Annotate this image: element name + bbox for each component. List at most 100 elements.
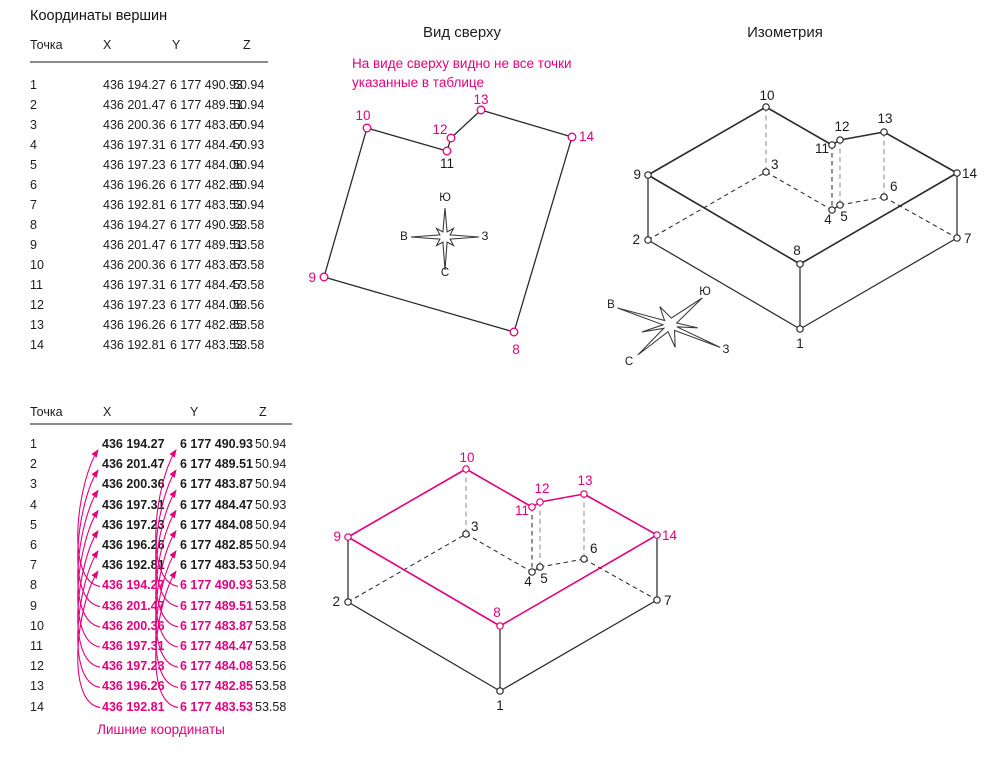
cell-y: 6 177 484.08 bbox=[180, 659, 253, 674]
cell-x: 436 197.31 bbox=[103, 138, 166, 152]
column-header: Z bbox=[243, 38, 251, 52]
vertex-marker bbox=[580, 490, 588, 498]
vertex-label: 2 bbox=[632, 232, 640, 247]
note-line-1: На виде сверху видно не все точки bbox=[352, 56, 572, 71]
cell-z: 50.94 bbox=[255, 558, 287, 573]
cell-x: 436 201.47 bbox=[102, 598, 165, 613]
cell-y: 6 177 484.47 bbox=[180, 639, 253, 653]
vertex-marker bbox=[476, 105, 486, 115]
cell-z: 53.58 bbox=[233, 318, 265, 332]
header-rule bbox=[30, 423, 292, 425]
cell-y: 6 177 483.87 bbox=[180, 477, 253, 492]
cell-point: 10 bbox=[30, 618, 44, 633]
cell-z: 53.58 bbox=[233, 338, 265, 352]
compass-rose bbox=[617, 297, 721, 356]
boundary-edge bbox=[480, 109, 573, 138]
cell-point: 14 bbox=[30, 699, 44, 714]
cell-x: 436 197.23 bbox=[102, 517, 165, 532]
cell-x: 436 200.36 bbox=[102, 477, 165, 492]
cell-x: 436 197.31 bbox=[103, 278, 166, 292]
cell-x: 436 196.26 bbox=[103, 178, 166, 192]
vertex-label: 9 bbox=[333, 529, 341, 544]
cell-point: 9 bbox=[30, 238, 37, 252]
vertex-label: 11 bbox=[815, 141, 829, 156]
vertex-label: 13 bbox=[577, 473, 592, 488]
cell-x: 436 196.26 bbox=[103, 318, 166, 332]
compass-direction-label: Ю bbox=[699, 286, 711, 298]
vertex-marker bbox=[828, 141, 836, 149]
cell-z: 50.94 bbox=[233, 78, 265, 92]
edge bbox=[347, 533, 467, 603]
compass-direction-label: З bbox=[482, 231, 489, 243]
vertex-label: 8 bbox=[493, 605, 501, 620]
note-line-2: указанные в таблице bbox=[352, 75, 484, 90]
cell-z: 50.94 bbox=[233, 178, 265, 192]
cell-point: 2 bbox=[30, 457, 37, 472]
vertex-label: 3 bbox=[771, 157, 779, 172]
cell-point: 6 bbox=[30, 178, 37, 192]
vertex-label: 14 bbox=[662, 528, 678, 543]
edge bbox=[765, 171, 833, 211]
vertex-marker bbox=[528, 568, 536, 576]
vertex-marker bbox=[536, 563, 544, 571]
edge bbox=[883, 196, 958, 239]
cell-point: 7 bbox=[30, 558, 37, 573]
cell-point: 4 bbox=[30, 138, 37, 152]
edge bbox=[647, 171, 767, 241]
compass-direction-label: С bbox=[441, 267, 449, 279]
cell-point: 14 bbox=[30, 338, 44, 352]
cell-y: 6 177 490.93 bbox=[170, 218, 243, 232]
cell-point: 6 bbox=[30, 538, 37, 552]
column-header: Точка bbox=[30, 38, 63, 52]
table2-caption: Лишние координаты bbox=[97, 722, 225, 737]
vertex-marker bbox=[828, 206, 836, 214]
cell-point: 5 bbox=[30, 517, 37, 532]
vertex-label: 6 bbox=[590, 541, 598, 556]
vertex-marker bbox=[653, 531, 661, 539]
vertex-marker bbox=[762, 168, 770, 176]
vertex-marker bbox=[319, 272, 329, 282]
vertex-label: 12 bbox=[534, 481, 549, 496]
top-view-note: На виде сверху видно не все точки указан… bbox=[352, 54, 572, 92]
edge bbox=[539, 493, 585, 503]
cell-y: 6 177 483.87 bbox=[180, 618, 253, 633]
cell-z: 53.58 bbox=[255, 618, 287, 633]
cell-point: 12 bbox=[30, 659, 44, 674]
cell-y: 6 177 483.53 bbox=[170, 338, 243, 352]
cell-z: 53.58 bbox=[233, 218, 265, 232]
vertex-label: 8 bbox=[793, 243, 801, 258]
edge bbox=[499, 599, 658, 692]
vertex-label: 4 bbox=[824, 212, 832, 227]
edge bbox=[539, 558, 585, 568]
vertex-label: 8 bbox=[512, 342, 520, 357]
edge bbox=[799, 172, 958, 265]
cell-x: 436 194.27 bbox=[103, 218, 166, 232]
cell-point: 11 bbox=[30, 278, 43, 292]
vertex-marker bbox=[462, 530, 470, 538]
cell-z: 53.58 bbox=[255, 699, 287, 714]
compass-direction-label: В bbox=[400, 231, 408, 243]
cell-x: 436 200.36 bbox=[103, 258, 166, 272]
cell-x: 436 192.81 bbox=[103, 198, 166, 212]
vertex-label: 10 bbox=[355, 108, 370, 123]
vertex-marker bbox=[496, 622, 504, 630]
vertex-label: 14 bbox=[579, 129, 595, 144]
table1-title: Координаты вершин bbox=[30, 8, 168, 24]
vertex-marker bbox=[644, 236, 652, 244]
vertex-label: 7 bbox=[664, 593, 672, 608]
vertex-marker bbox=[580, 555, 588, 563]
vertex-label: 13 bbox=[877, 111, 892, 126]
cell-point: 9 bbox=[30, 598, 37, 613]
top-view-drawing: Ю В З С 8 9 10 11 12 13 14 bbox=[308, 92, 595, 357]
cell-z: 50.94 bbox=[233, 198, 265, 212]
cell-z: 50.94 bbox=[233, 158, 265, 172]
cell-y: 6 177 484.47 bbox=[170, 138, 243, 152]
vertex-marker bbox=[953, 234, 961, 242]
cell-point: 2 bbox=[30, 98, 37, 112]
vertex-marker bbox=[362, 123, 372, 133]
vertex-marker bbox=[496, 687, 504, 695]
edge bbox=[465, 533, 533, 573]
cell-z: 53.58 bbox=[255, 578, 287, 593]
cell-z: 50.94 bbox=[255, 538, 287, 552]
vertex-label: 10 bbox=[759, 88, 774, 103]
